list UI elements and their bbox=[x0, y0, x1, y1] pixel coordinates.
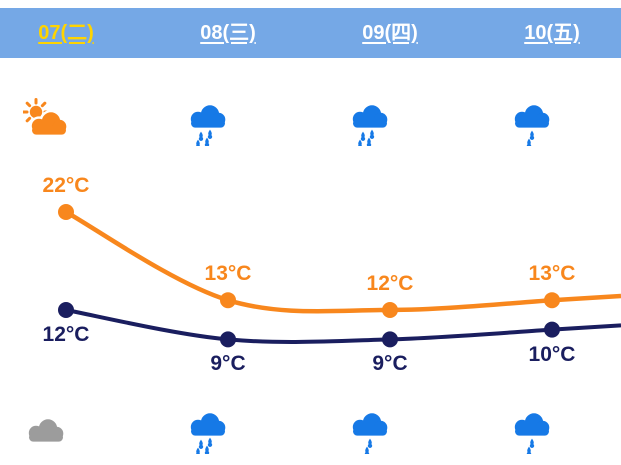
sun-behind-cloud-icon bbox=[22, 98, 69, 146]
low-temp-label-1: 9°C bbox=[210, 352, 246, 376]
rain-icon bbox=[347, 98, 393, 149]
high-temp-point-0 bbox=[58, 204, 74, 220]
date-header-bar: 07(二) 08(三) 09(四) 10(五) bbox=[0, 8, 621, 58]
tab-day-1[interactable]: 08(三) bbox=[200, 22, 256, 44]
high-temp-label-1: 13°C bbox=[204, 262, 252, 286]
low-temp-point-2 bbox=[382, 331, 398, 348]
rain-icon bbox=[185, 98, 231, 149]
high-temp-line bbox=[64, 210, 621, 314]
rain-icon bbox=[185, 406, 231, 457]
high-temp-point-2 bbox=[382, 302, 398, 318]
light-rain-icon bbox=[509, 406, 555, 456]
high-temp-label-2: 12°C bbox=[366, 272, 414, 295]
low-temp-point-1 bbox=[220, 331, 236, 348]
low-temp-label-2: 9°C bbox=[372, 352, 408, 376]
high-temp-point-3 bbox=[544, 292, 560, 309]
low-temp-line bbox=[65, 308, 621, 344]
low-temp-label-0: 12°C bbox=[42, 323, 90, 346]
low-temp-point-3 bbox=[544, 321, 560, 338]
cloudy-icon bbox=[23, 406, 69, 454]
high-temp-point-1 bbox=[220, 292, 236, 309]
low-temp-label-3: 10°C bbox=[528, 342, 576, 366]
light-rain-icon bbox=[347, 406, 393, 456]
light-rain-icon bbox=[509, 98, 555, 148]
tab-day-2[interactable]: 09(四) bbox=[362, 22, 418, 44]
tab-day-0[interactable]: 07(二) bbox=[38, 22, 94, 44]
high-temp-label-0: 22°C bbox=[42, 174, 90, 197]
tab-day-3[interactable]: 10(五) bbox=[524, 22, 580, 44]
high-temp-label-3: 13°C bbox=[528, 262, 576, 286]
low-temp-point-0 bbox=[58, 302, 74, 318]
